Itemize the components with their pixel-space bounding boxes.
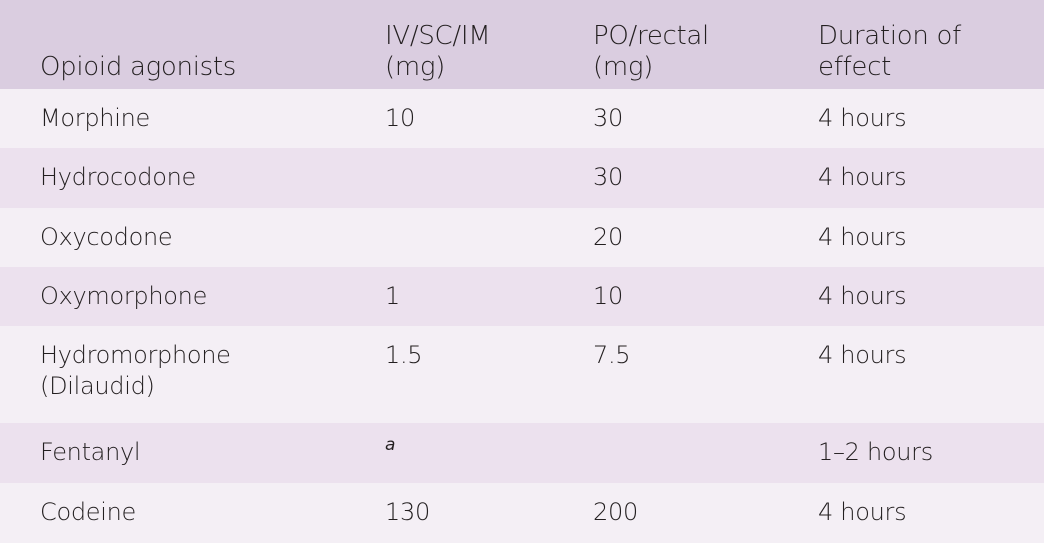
- duration: 4 hours: [818, 341, 907, 369]
- duration-cell: 4 hours: [818, 222, 907, 253]
- header-line: Duration of: [818, 21, 961, 51]
- drug-name-line: Morphine: [40, 104, 150, 132]
- drug-name-cell: Codeine: [40, 497, 136, 528]
- table-row: Oxycodone 20 4 hours: [0, 208, 1044, 267]
- table-row: Hydrocodone 30 4 hours: [0, 148, 1044, 208]
- header-duration: Duration of effect: [818, 21, 961, 83]
- drug-name-cell: Hydrocodone: [40, 162, 196, 193]
- drug-name-cell: Hydromorphone (Dilaudid): [40, 340, 231, 402]
- duration: 4 hours: [818, 282, 907, 310]
- drug-name-cell: Oxymorphone: [40, 281, 207, 312]
- iv-dose-cell: a: [385, 435, 396, 471]
- po-dose: 7.5: [593, 341, 631, 369]
- po-dose-cell: 30: [593, 103, 623, 134]
- drug-name-line: Fentanyl: [40, 438, 141, 466]
- po-dose-cell: 200: [593, 497, 638, 528]
- duration: 4 hours: [818, 104, 907, 132]
- header-line: (mg): [593, 52, 654, 82]
- duration-cell: 1–2 hours: [818, 437, 933, 468]
- drug-name-cell: Morphine: [40, 103, 150, 134]
- iv-dose-cell: 1: [385, 281, 400, 312]
- iv-dose-cell: 130: [385, 497, 430, 528]
- iv-dose: 130: [385, 498, 430, 526]
- po-dose: 10: [593, 282, 623, 310]
- iv-dose: 1: [385, 282, 400, 310]
- header-line: Opioid agonists: [40, 52, 237, 82]
- table-row: Morphine 10 30 4 hours: [0, 89, 1044, 148]
- table-row: Oxymorphone 1 10 4 hours: [0, 267, 1044, 326]
- po-dose-cell: 30: [593, 162, 623, 193]
- header-iv-sc-im: IV/SC/IM (mg): [385, 21, 491, 83]
- duration: 4 hours: [818, 498, 907, 526]
- duration-cell: 4 hours: [818, 497, 907, 528]
- po-dose-cell: 7.5: [593, 340, 631, 371]
- iv-dose-cell: 1.5: [385, 340, 423, 371]
- footnote-marker: a: [385, 435, 396, 455]
- iv-dose: 10: [385, 104, 415, 132]
- drug-name-line: Hydromorphone: [40, 341, 231, 369]
- drug-name-cell: Fentanyl: [40, 437, 141, 468]
- iv-dose: 1.5: [385, 341, 423, 369]
- po-dose: 200: [593, 498, 638, 526]
- iv-dose-cell: 10: [385, 103, 415, 134]
- duration: 4 hours: [818, 163, 907, 191]
- drug-name-line: Oxycodone: [40, 223, 173, 251]
- header-line: (mg): [385, 52, 446, 82]
- table-header-row: Opioid agonists IV/SC/IM (mg) PO/rectal (m…: [0, 0, 1044, 89]
- duration-cell: 4 hours: [818, 281, 907, 312]
- header-line: PO/rectal: [593, 21, 709, 51]
- po-dose: 20: [593, 223, 623, 251]
- table-row: Codeine 130 200 4 hours: [0, 483, 1044, 543]
- po-dose: 30: [593, 163, 623, 191]
- table-row: Hydromorphone (Dilaudid) 1.5 7.5 4 hours: [0, 326, 1044, 423]
- drug-name-line: (Dilaudid): [40, 372, 155, 400]
- drug-name-cell: Oxycodone: [40, 222, 173, 253]
- po-dose-cell: 20: [593, 222, 623, 253]
- duration: 4 hours: [818, 223, 907, 251]
- po-dose: 30: [593, 104, 623, 132]
- drug-name-line: Hydrocodone: [40, 163, 196, 191]
- duration-cell: 4 hours: [818, 340, 907, 371]
- duration-cell: 4 hours: [818, 103, 907, 134]
- header-opioid-agonists: Opioid agonists: [40, 52, 236, 83]
- po-dose-cell: 10: [593, 281, 623, 312]
- header-line: effect: [818, 52, 891, 82]
- drug-name-line: Oxymorphone: [40, 282, 208, 310]
- header-line: IV/SC/IM: [385, 21, 491, 51]
- duration-cell: 4 hours: [818, 162, 907, 193]
- table-row: Fentanyl a 1–2 hours: [0, 423, 1044, 483]
- drug-name-line: Codeine: [40, 498, 136, 526]
- header-po-rectal: PO/rectal (mg): [593, 21, 709, 83]
- duration: 1–2 hours: [818, 438, 933, 466]
